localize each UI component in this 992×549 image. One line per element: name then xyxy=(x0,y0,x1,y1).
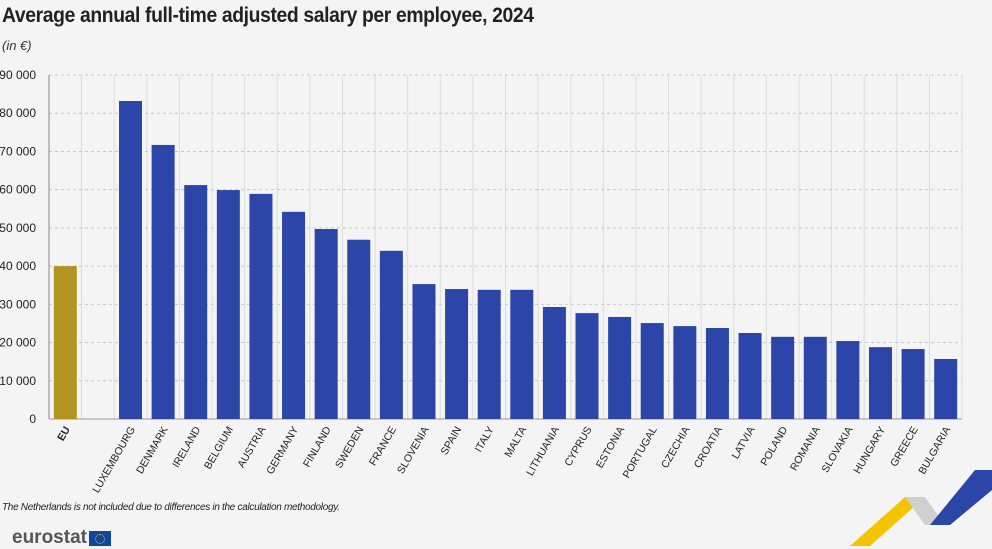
x-tick-label: IRELAND xyxy=(170,424,203,470)
bar-luxembourg xyxy=(119,100,143,419)
x-tick-label: AUSTRIA xyxy=(235,425,268,470)
unit-label: (in €) xyxy=(2,38,32,53)
bar-greece xyxy=(901,349,925,419)
x-tick-label: CZECHIA xyxy=(659,425,692,471)
y-tick-label: 40 000 xyxy=(0,259,36,273)
bar-latvia xyxy=(738,333,762,419)
logo-text: eurostat xyxy=(12,527,87,548)
bar-hungary xyxy=(868,347,892,419)
x-tick-label: SLOVAKIA xyxy=(819,425,855,475)
bar-belgium xyxy=(216,190,240,419)
bar-france xyxy=(379,250,403,419)
y-tick-label: 90 000 xyxy=(0,68,36,82)
x-tick-label: FRANCE xyxy=(367,425,399,468)
y-tick-label: 20 000 xyxy=(0,336,36,350)
bar-czechia xyxy=(673,326,697,419)
x-tick-label: GERMANY xyxy=(264,425,301,477)
y-tick-label: 70 000 xyxy=(0,144,36,158)
x-tick-label: ESTONIA xyxy=(594,425,627,471)
x-tick-label: BELGIUM xyxy=(202,425,236,472)
bar-italy xyxy=(477,289,501,419)
y-tick-label: 50 000 xyxy=(0,221,36,235)
y-tick-label: 80 000 xyxy=(0,106,36,120)
bar-slovenia xyxy=(412,284,436,419)
x-tick-label: LATVIA xyxy=(730,425,758,462)
x-tick-label: ROMANIA xyxy=(788,425,823,473)
x-tick-label: DENMARK xyxy=(134,425,171,476)
bar-slovakia xyxy=(836,341,860,419)
x-tick-label: BULGARIA xyxy=(916,425,953,477)
x-tick-label: ITALY xyxy=(473,424,497,454)
y-tick-label: 30 000 xyxy=(0,297,36,311)
bar-malta xyxy=(510,289,534,419)
bar-ireland xyxy=(184,185,208,419)
x-tick-label: MALTA xyxy=(502,425,529,460)
bar-romania xyxy=(803,336,827,419)
bar-portugal xyxy=(640,323,664,419)
bar-germany xyxy=(282,211,306,419)
x-tick-label: LITHUANIA xyxy=(524,425,562,478)
y-tick-label: 10 000 xyxy=(0,374,36,388)
x-tick-label: CROATIA xyxy=(692,425,725,471)
bar-denmark xyxy=(151,144,175,420)
bar-sweden xyxy=(347,239,371,419)
x-tick-label: SPAIN xyxy=(438,425,464,458)
x-tick-label: HUNGARY xyxy=(852,425,889,476)
bar-cyprus xyxy=(575,313,599,419)
bar-spain xyxy=(445,289,469,419)
x-tick-label: FINLAND xyxy=(301,424,334,469)
y-tick-label: 0 xyxy=(29,412,36,426)
bar-austria xyxy=(249,193,273,419)
bar-bulgaria xyxy=(934,358,958,419)
x-tick-label: SWEDEN xyxy=(333,425,366,471)
bar-eu xyxy=(53,266,77,419)
y-tick-label: 60 000 xyxy=(0,183,36,197)
bar-lithuania xyxy=(542,307,566,419)
bar-estonia xyxy=(608,316,632,419)
x-tick-label: EU xyxy=(55,425,73,444)
x-tick-label: PORTUGAL xyxy=(621,424,660,480)
x-tick-label: SLOVENIA xyxy=(395,425,432,476)
bar-poland xyxy=(771,336,795,419)
x-tick-label: GREECE xyxy=(888,425,921,469)
footnote: The Netherlands is not included due to d… xyxy=(2,502,340,513)
eurostat-logo: eurostat xyxy=(12,527,111,549)
x-tick-label: LUXEMBOURG xyxy=(90,425,138,496)
bar-croatia xyxy=(705,328,729,419)
x-tick-label: CYPRUS xyxy=(562,425,594,469)
x-tick-label: POLAND xyxy=(758,424,790,468)
bar-finland xyxy=(314,229,338,419)
chart-title: Average annual full-time adjusted salary… xyxy=(2,4,534,27)
eu-flag-icon xyxy=(88,530,111,546)
